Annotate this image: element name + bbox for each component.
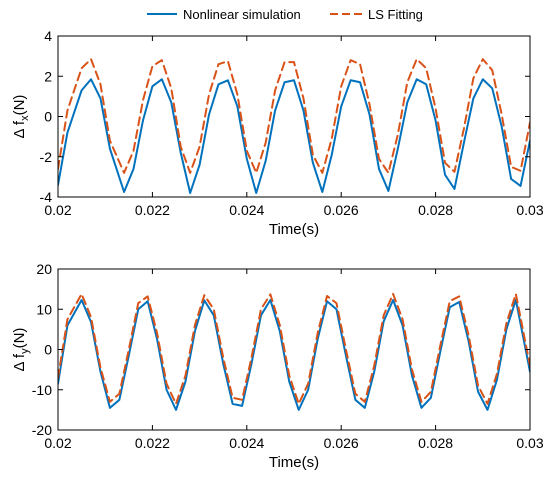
chart-delta-fx-series-nonlinear-simulation	[58, 78, 530, 194]
chart-delta-fx-ylabel-main: Δ f	[11, 120, 28, 138]
chart-delta-fx-ylabel: Δ fx(N)	[11, 95, 31, 139]
chart-delta-fx-xlabel: Time(s)	[269, 221, 319, 238]
chart-delta-fy-xtick-label: 0.02	[44, 435, 71, 451]
chart-delta-fy-xtick-label: 0.03	[516, 435, 543, 451]
chart-delta-fx-xtick-label: 0.03	[516, 202, 543, 218]
chart-delta-fy: 0.02 0.022 0.024 0.026 0.028 0.03-20-1001020 …	[11, 261, 544, 471]
chart-delta-fy-xtick-label: 0.028	[418, 435, 453, 451]
chart-delta-fx-ylabel-sub: x	[19, 115, 31, 121]
chart-delta-fx-series-ls-fitting	[58, 58, 530, 174]
chart-delta-fy-xtick-label: 0.022	[135, 435, 170, 451]
chart-delta-fy-ylabel-unit: (N)	[11, 328, 28, 349]
chart-delta-fy-ylabel: Δ fy(N)	[11, 328, 31, 372]
chart-delta-fx-ticks: 0.02 0.022 0.024 0.026 0.028 0.03 -4 -2 0 2 4	[40, 28, 544, 218]
chart-delta-fx-xtick-label: 0.024	[229, 202, 264, 218]
chart-delta-fy-ytick-label: 20	[36, 261, 52, 277]
legend-label-nonlinear-simulation: Nonlinear simulation	[183, 7, 301, 22]
chart-delta-fy-ylabel-sub: y	[19, 348, 31, 354]
chart-delta-fy-ticks: 0.02 0.022 0.024 0.026 0.028 0.03 -20 -10 0 10 20	[32, 261, 544, 451]
chart-delta-fx-xtick-label: 0.028	[418, 202, 453, 218]
chart-delta-fy-ytick-label: 0	[44, 342, 52, 358]
chart-delta-fx: 0.02 0.022 0.024 0.026 0.028 0.03 -4 -2 0 2 4 Time…	[11, 28, 544, 238]
chart-delta-fx-ytick-label: 0	[44, 109, 52, 125]
chart-delta-fx-series	[58, 58, 530, 194]
chart-delta-fy-ytick-label: 10	[36, 301, 52, 317]
chart-delta-fx-ytick-label: 2	[44, 68, 52, 84]
chart-delta-fy-ytick-label: -20	[32, 422, 52, 438]
chart-delta-fy-ytick-label: -10	[32, 382, 52, 398]
chart-delta-fy-series-ls-fitting	[58, 292, 530, 405]
chart-delta-fx-axes-box	[57, 35, 531, 198]
chart-delta-fx-xtick-label: 0.026	[324, 202, 359, 218]
chart-delta-fy-ylabel-main: Δ f	[11, 353, 28, 371]
chart-delta-fy-xtick-label: 0.026	[324, 435, 359, 451]
chart-delta-fy-xlabel: Time(s)	[269, 454, 319, 471]
chart-delta-fy-axes-box	[57, 268, 531, 431]
chart-delta-fx-ytick-label: -2	[40, 149, 53, 165]
legend-label-ls-fitting: LS Fitting	[368, 7, 423, 22]
chart-delta-fx-xtick-label: 0.022	[135, 202, 170, 218]
chart-delta-fx-ylabel-unit: (N)	[11, 95, 28, 116]
chart-delta-fy-series	[58, 292, 530, 411]
chart-delta-fx-ytick-label: -4	[40, 189, 53, 205]
chart-delta-fx-xtick-label: 0.02	[44, 202, 71, 218]
chart-delta-fy-xtick-label: 0.024	[229, 435, 264, 451]
chart-delta-fy-series-nonlinear-simulation	[58, 298, 530, 411]
legend: Nonlinear simulation LS Fitting	[147, 7, 423, 22]
chart-delta-fx-ytick-label: 4	[44, 28, 52, 44]
